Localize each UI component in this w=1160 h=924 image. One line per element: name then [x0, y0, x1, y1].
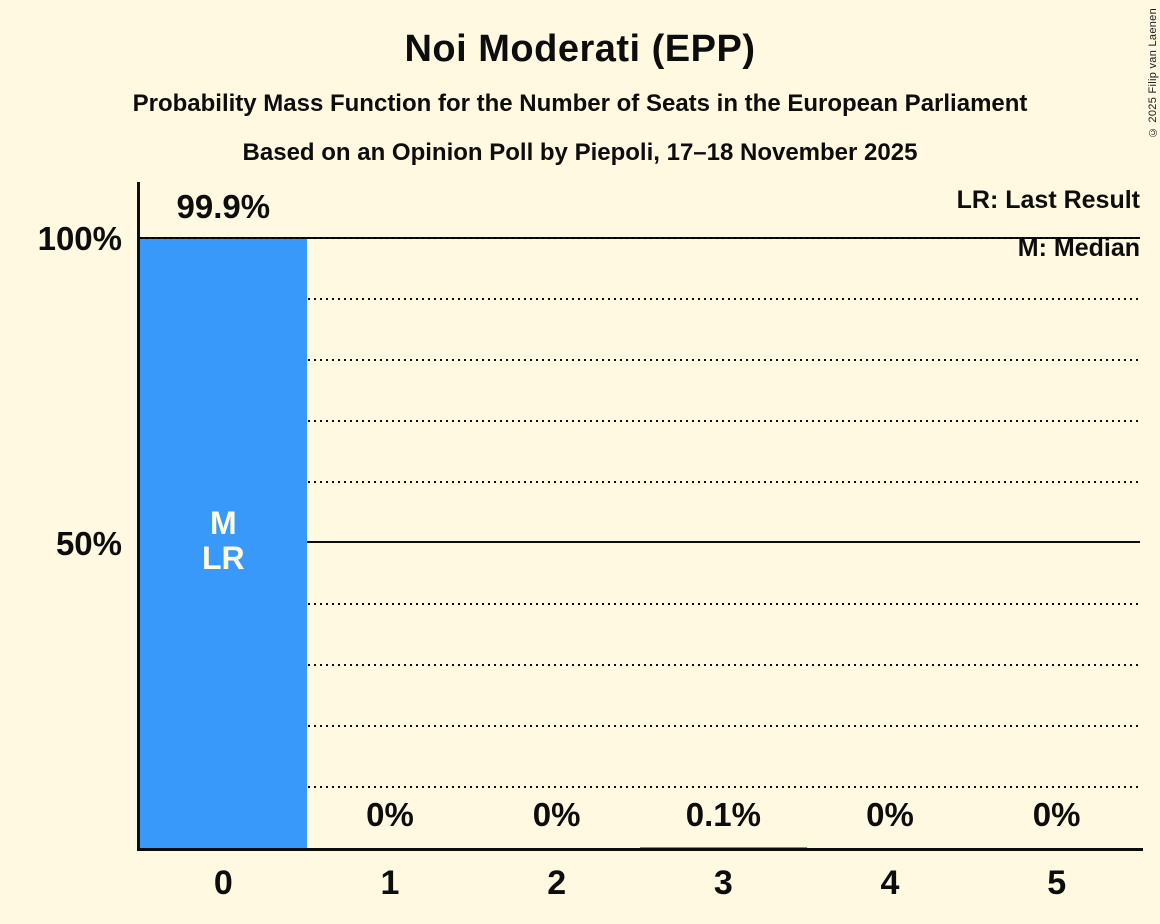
y-tick-label-50: 50% — [55, 525, 122, 562]
x-tick-label-2: 2 — [547, 864, 567, 902]
x-tick-label-3: 3 — [713, 864, 733, 902]
bar-slot-5: 0% — [973, 238, 1140, 848]
bar-value-label: 0% — [1032, 796, 1081, 833]
bar-value-label: 0% — [532, 796, 581, 833]
bar-value-label: 99.9% — [176, 188, 271, 225]
legend-last-result: LR: Last Result — [956, 186, 1140, 214]
x-tick-label-4: 4 — [880, 864, 900, 902]
gridline-60 — [140, 481, 1140, 483]
bar-value-label: 0.1% — [685, 796, 761, 833]
gridline-90 — [140, 298, 1140, 300]
bar-slot-0: 99.9% M LR — [140, 188, 307, 848]
bar-slot-2: 0% — [473, 238, 640, 848]
bar-value-label: 0% — [866, 796, 914, 833]
copyright-notice: © 2025 Filip van Laenen — [1147, 8, 1159, 139]
y-axis-line — [137, 182, 140, 851]
chart-subtitle: Probability Mass Function for the Number… — [132, 90, 1028, 117]
x-tick-label-5: 5 — [1047, 864, 1067, 902]
line-50-percent — [140, 541, 1140, 543]
y-tick-label-100: 100% — [37, 220, 122, 257]
gridline-80 — [140, 359, 1140, 361]
median-marker: M — [210, 505, 237, 541]
bar-slot-3: 0.1% — [640, 238, 807, 848]
last-result-marker: LR — [202, 540, 245, 576]
gridline-70 — [140, 420, 1140, 422]
bar-annotation-median-last-result: M LR — [140, 506, 307, 576]
plot-area: 99.9% M LR 0% 0% 0.1% 0% 0% — [140, 188, 1140, 848]
gridline-30 — [140, 664, 1140, 666]
poll-source-line: Based on an Opinion Poll by Piepoli, 17–… — [242, 139, 918, 166]
gridline-40 — [140, 603, 1140, 605]
bar-seat-0 — [140, 238, 307, 848]
x-axis-line — [137, 848, 1143, 851]
gridline-100 — [140, 237, 1140, 239]
x-tick-label-0: 0 — [213, 864, 233, 902]
chart-title: Noi Moderati (EPP) — [404, 28, 756, 70]
bar-slot-4: 0% — [807, 238, 974, 848]
x-tick-label-1: 1 — [380, 864, 400, 902]
gridline-20 — [140, 725, 1140, 727]
bar-slot-1: 0% — [307, 238, 474, 848]
gridline-10 — [140, 786, 1140, 788]
bar-seat-3 — [640, 847, 807, 848]
bar-value-label: 0% — [366, 796, 414, 833]
